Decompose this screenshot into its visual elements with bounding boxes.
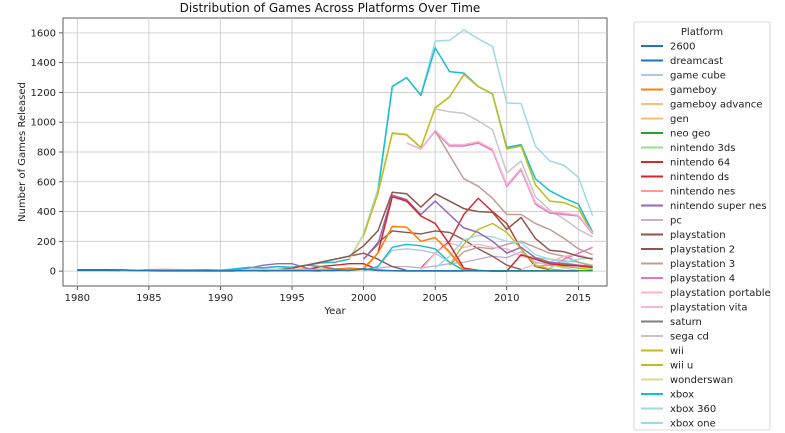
- cumulative-line-7: [434, 130, 593, 256]
- legend-box: [633, 21, 771, 431]
- x-tick-label: 1985: [136, 293, 161, 304]
- x-axis-title: Year: [323, 306, 346, 317]
- cumulative-line-3: [362, 73, 594, 236]
- x-tick-label: 1990: [208, 293, 233, 304]
- data-lines: [77, 29, 594, 272]
- x-tick-label: 2010: [494, 293, 519, 304]
- legend-items: 2600 dreamcast game cube gameboy gameboy adv…: [641, 42, 771, 430]
- legend-label: playstation 2: [670, 245, 735, 256]
- cumulative-line-8: [291, 191, 593, 269]
- series-line-playstation-3: [449, 240, 593, 268]
- series-line-xbox: [363, 243, 465, 272]
- series-line-wii-u: [535, 264, 593, 271]
- legend-label: 2600: [670, 42, 695, 53]
- x-tick-label: 1995: [279, 293, 304, 304]
- legend-label: neo geo: [670, 129, 710, 140]
- legend: Platform 2600 dreamcast game cube gameboy ga…: [633, 21, 771, 431]
- y-tick-label: 600: [37, 177, 56, 188]
- legend-title: Platform: [681, 27, 723, 38]
- legend-label: xbox: [670, 390, 694, 401]
- legend-label: playstation vita: [670, 303, 748, 314]
- legend-label: nintendo super nes: [670, 201, 767, 212]
- x-tick-label: 2000: [351, 293, 376, 304]
- legend-label: wii u: [670, 361, 693, 372]
- y-axis-title: Number of Games Released: [17, 82, 28, 222]
- legend-label: wonderswan: [670, 375, 733, 386]
- cumulative-line-13: [77, 268, 579, 272]
- y-tick-label: 1000: [31, 118, 56, 129]
- cumulative-line-9: [363, 194, 593, 268]
- legend-label: gen: [670, 114, 689, 125]
- legend-label: xbox one: [670, 419, 716, 430]
- cumulative-line-6: [406, 129, 594, 234]
- legend-label: gameboy advance: [670, 100, 762, 111]
- legend-label: gameboy: [670, 85, 717, 96]
- legend-label: nintendo ds: [670, 172, 729, 183]
- legend-label: playstation 4: [670, 274, 735, 285]
- y-tick-label: 1400: [31, 58, 56, 69]
- y-tick-label: 0: [50, 267, 56, 278]
- cumulative-line-4: [435, 108, 594, 238]
- y-tick-label: 400: [37, 207, 56, 218]
- legend-label: xbox 360: [670, 404, 716, 415]
- x-tick-label: 1980: [65, 293, 90, 304]
- legend-label: nintendo nes: [670, 187, 735, 198]
- x-tick-label: 2005: [422, 293, 447, 304]
- legend-label: playstation: [670, 230, 726, 241]
- series-line-playstation-vita: [520, 254, 593, 271]
- series-line-wii: [448, 222, 565, 272]
- legend-label: sega cd: [670, 332, 709, 343]
- legend-label: playstation 3: [670, 259, 735, 270]
- x-tick-label: 2015: [566, 293, 591, 304]
- legend-label: pc: [670, 216, 682, 227]
- legend-label: game cube: [670, 71, 726, 82]
- y-tick-label: 1600: [31, 28, 56, 39]
- legend-label: wii: [670, 346, 684, 357]
- series-line-playstation-2: [363, 230, 522, 271]
- chart-title: Distribution of Games Across Platforms O…: [180, 1, 481, 15]
- y-tick-label: 800: [37, 148, 56, 159]
- legend-label: nintendo 64: [670, 158, 730, 169]
- axis-ticks: 1980 1985 1990 1995 2000 2005 2010 2015 0 200 400 6…: [31, 28, 592, 304]
- legend-label: saturn: [670, 317, 702, 328]
- legend-label: nintendo 3ds: [670, 143, 735, 154]
- y-tick-label: 1200: [31, 88, 56, 99]
- cumulative-line-11: [363, 225, 479, 272]
- series-line-xbox-360: [434, 234, 593, 269]
- y-tick-label: 200: [37, 237, 56, 248]
- legend-label: dreamcast: [670, 56, 723, 67]
- legend-label: playstation portable: [670, 288, 771, 299]
